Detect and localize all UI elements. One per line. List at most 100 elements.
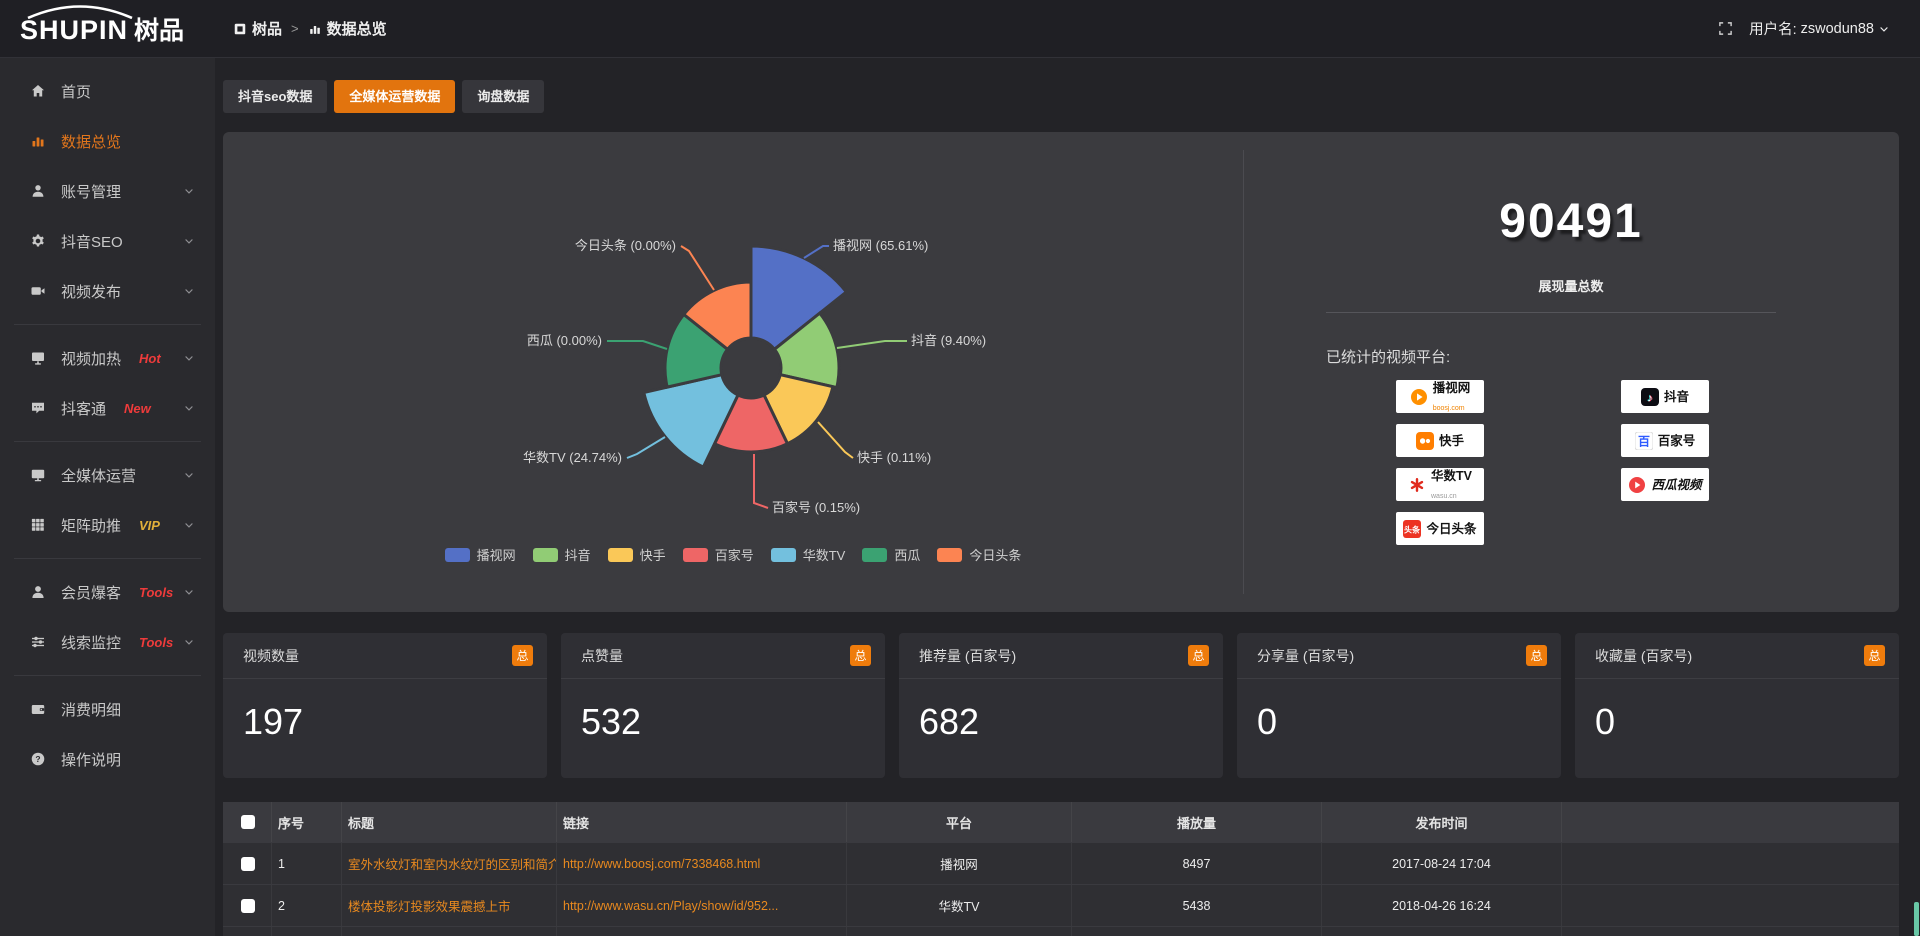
bar-chart-icon xyxy=(309,25,320,34)
pie-slice-0[interactable] xyxy=(749,244,849,352)
video-title-link[interactable]: 室外水纹灯和室内水纹灯的区别和简介 xyxy=(348,858,556,872)
legend-item-3[interactable]: 百家号 xyxy=(682,545,754,564)
video-url-link[interactable]: http://www.boosj.com/7338468.html xyxy=(563,856,761,871)
pie-label: 快手 (0.11%) xyxy=(857,450,931,465)
pie-label: 西瓜 (0.00%) xyxy=(527,333,602,348)
sidebar-item-10[interactable]: 线索监控 Tools xyxy=(0,617,215,667)
platform-badge-douyin: ♪ ♪ ♪ 抖音 xyxy=(1621,380,1709,413)
pie-label: 百家号 (0.15%) xyxy=(772,500,860,515)
page-scrollbar-thumb[interactable] xyxy=(1914,902,1919,936)
row-checkbox[interactable] xyxy=(241,898,255,913)
select-all-checkbox[interactable] xyxy=(241,815,255,829)
sidebar-divider xyxy=(14,675,201,676)
legend-swatch xyxy=(607,547,633,562)
platform-badge-toutiao: 头条 今日头条 xyxy=(1396,512,1484,545)
platform-name: 快手 xyxy=(1438,433,1464,448)
svg-text:♪: ♪ xyxy=(1648,392,1654,404)
xigua-logo-icon xyxy=(1629,476,1646,493)
breadcrumb-item-current[interactable]: 数据总览 xyxy=(308,18,387,39)
legend-label: 今日头条 xyxy=(969,548,1022,563)
pie-label: 抖音 (9.40%) xyxy=(911,333,986,348)
legend-item-5[interactable]: 西瓜 xyxy=(862,545,920,564)
stat-card-header: 收藏量 (百家号) 总 xyxy=(1575,633,1899,679)
sidebar-item-5[interactable]: 视频加热 Hot xyxy=(0,333,215,383)
pie-slice-6[interactable] xyxy=(681,280,753,352)
username-value: zswodun88 xyxy=(1800,20,1874,37)
pie-label-line xyxy=(753,454,769,509)
cell-index xyxy=(271,927,341,936)
table-row-2 xyxy=(223,926,1899,936)
pie-slice-1[interactable] xyxy=(772,311,841,390)
sidebar-item-9[interactable]: 会员爆客 Tools xyxy=(0,567,215,617)
cell-link xyxy=(556,927,846,936)
sidebar-item-label: 矩阵助推 xyxy=(61,517,122,535)
legend-label: 华数TV xyxy=(802,548,846,563)
sidebar-item-7[interactable]: 全媒体运营 xyxy=(0,450,215,500)
pie-label: 今日头条 (0.00%) xyxy=(575,238,676,253)
platform-badge-xigua: 西瓜视频 xyxy=(1621,468,1709,501)
sidebar-item-0[interactable]: 首页 xyxy=(0,66,215,116)
video-title-link[interactable]: 楼体投影灯投影效果震撼上市 xyxy=(348,900,511,914)
fullscreen-button[interactable] xyxy=(1718,21,1733,36)
fullscreen-icon xyxy=(1719,22,1732,35)
sidebar-item-12[interactable]: ? 操作说明 xyxy=(0,734,215,784)
platform-share-rose-chart: 播视网 (65.61%) 抖音 (9.40%) 快手 (0.11%) 百家号 (0.1… xyxy=(523,238,986,515)
legend-item-2[interactable]: 快手 xyxy=(607,545,666,564)
home-icon xyxy=(32,85,44,97)
summary-divider xyxy=(1326,312,1776,313)
topbar: SHUPIN 树品 树品 > 数据总览 用户名: zswodun88 xyxy=(0,0,1920,58)
sidebar-item-label: 视频加热 xyxy=(61,350,122,368)
stat-card-header: 分享量 (百家号) 总 xyxy=(1237,633,1561,679)
chevron-down-icon xyxy=(185,523,193,528)
sidebar-item-1[interactable]: 数据总览 xyxy=(0,116,215,166)
sidebar-item-label: 视频发布 xyxy=(61,283,122,301)
total-badge: 总 xyxy=(512,645,533,666)
monitor-icon xyxy=(31,469,45,482)
legend-item-0[interactable]: 播视网 xyxy=(444,545,516,564)
stat-card-label: 收藏量 (百家号) xyxy=(1595,647,1693,664)
sidebar-divider xyxy=(14,558,201,559)
sidebar-item-label: 抖音SEO xyxy=(61,233,123,251)
legend-swatch xyxy=(770,547,796,562)
tab-1[interactable]: 全媒体运营数据 xyxy=(334,80,456,113)
sidebar-item-6[interactable]: 抖客通 New xyxy=(0,383,215,433)
stat-card-value: 197 xyxy=(243,701,304,742)
sidebar-item-3[interactable]: 抖音SEO xyxy=(0,216,215,266)
sidebar-item-2[interactable]: 账号管理 xyxy=(0,166,215,216)
legend-item-4[interactable]: 华数TV xyxy=(770,545,846,564)
sliders-icon xyxy=(32,636,44,648)
bars-icon xyxy=(32,137,44,147)
stat-card-label: 点赞量 xyxy=(581,647,623,664)
total-badge: 总 xyxy=(1188,645,1209,666)
chevron-down-icon xyxy=(185,473,193,478)
sidebar-item-4[interactable]: 视频发布 xyxy=(0,266,215,316)
sidebar-item-label: 账号管理 xyxy=(61,183,122,201)
video-url-link[interactable]: http://www.wasu.cn/Play/show/id/952... xyxy=(563,898,779,913)
sidebar-item-11[interactable]: 消费明细 xyxy=(0,684,215,734)
sidebar-item-badge: Hot xyxy=(139,350,161,366)
sidebar-item-8[interactable]: 矩阵助推 VIP xyxy=(0,500,215,550)
cell-time xyxy=(1321,927,1561,936)
breadcrumb-item-home[interactable]: 树品 xyxy=(233,18,282,39)
user-menu[interactable]: 用户名: zswodun88 xyxy=(1749,18,1890,39)
legend-item-6[interactable]: 今日头条 xyxy=(937,545,1021,564)
tab-0[interactable]: 抖音seo数据 xyxy=(223,80,328,113)
legend-item-1[interactable]: 抖音 xyxy=(532,545,591,564)
sidebar-divider xyxy=(14,324,201,325)
header-cell-check xyxy=(223,802,271,842)
stat-card-value: 682 xyxy=(919,701,980,742)
toutiao-logo-icon: 头条 xyxy=(1403,519,1422,538)
legend-swatch xyxy=(444,547,470,562)
platform-badge-kuaishou: 快手 xyxy=(1396,424,1484,457)
sidebar-item-label: 首页 xyxy=(61,83,92,101)
svg-text:?: ? xyxy=(35,754,40,764)
stat-card-label: 视频数量 xyxy=(243,647,299,664)
row-checkbox[interactable] xyxy=(241,856,255,871)
app-logo[interactable]: SHUPIN 树品 xyxy=(0,4,215,47)
video-icon xyxy=(31,287,45,295)
pie-slice-4[interactable] xyxy=(641,372,740,470)
cell-time: 2018-04-26 16:24 xyxy=(1321,885,1561,926)
stat-card-2: 推荐量 (百家号) 总 682 xyxy=(899,633,1223,778)
tab-2[interactable]: 询盘数据 xyxy=(462,80,545,113)
chevron-down-icon xyxy=(185,239,193,244)
